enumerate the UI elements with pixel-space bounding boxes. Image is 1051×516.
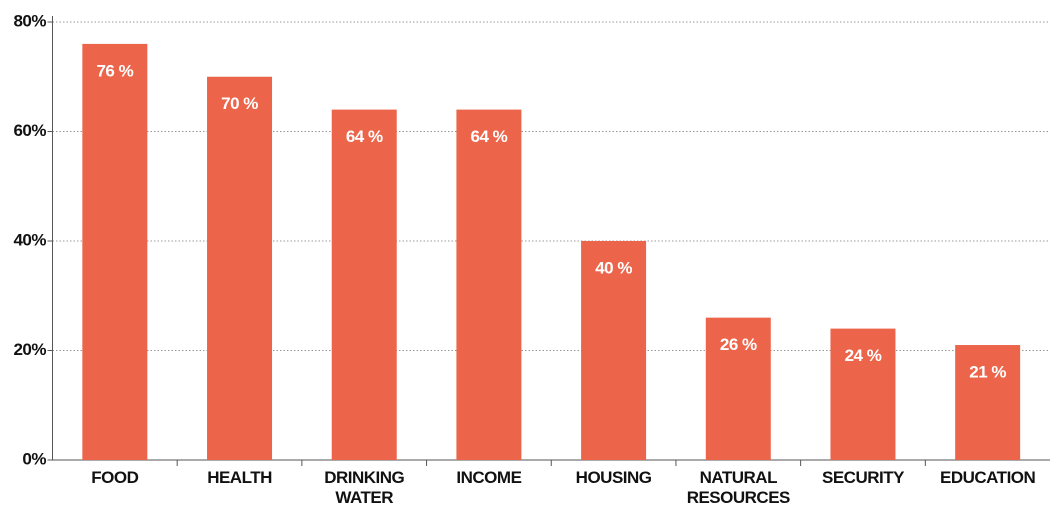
y-tick-label: 40%	[13, 230, 46, 249]
y-tick-label: 20%	[13, 340, 46, 359]
x-tick-label: HOUSING	[575, 468, 652, 487]
x-tick-label: EDUCATION	[940, 468, 1036, 487]
bar	[955, 345, 1021, 460]
value-label: 76 %	[96, 61, 133, 80]
y-tick-label: 80%	[13, 11, 46, 30]
x-tick-label: DRINKING WATER	[324, 468, 405, 507]
bar	[456, 109, 522, 460]
bar	[581, 241, 647, 460]
value-label: 64 %	[346, 127, 383, 146]
bar	[705, 317, 771, 460]
value-label: 21 %	[969, 363, 1006, 382]
bar	[331, 109, 397, 460]
value-label: 64 %	[471, 127, 508, 146]
value-label: 70 %	[221, 94, 258, 113]
bar	[830, 328, 896, 460]
y-tick-label: 0%	[22, 449, 46, 468]
value-label: 24 %	[845, 346, 882, 365]
y-tick-label: 60%	[13, 121, 46, 140]
bar	[207, 76, 273, 460]
x-tick-label: INCOME	[456, 468, 522, 487]
x-tick-label: HEALTH	[207, 468, 272, 487]
bar	[82, 43, 148, 461]
x-tick-label: SECURITY	[821, 468, 904, 487]
x-tick-label: FOOD	[91, 468, 139, 487]
value-label: 26 %	[720, 335, 757, 354]
x-tick-label: NATURAL RESOURCES	[686, 468, 791, 507]
value-label: 40 %	[595, 258, 632, 277]
